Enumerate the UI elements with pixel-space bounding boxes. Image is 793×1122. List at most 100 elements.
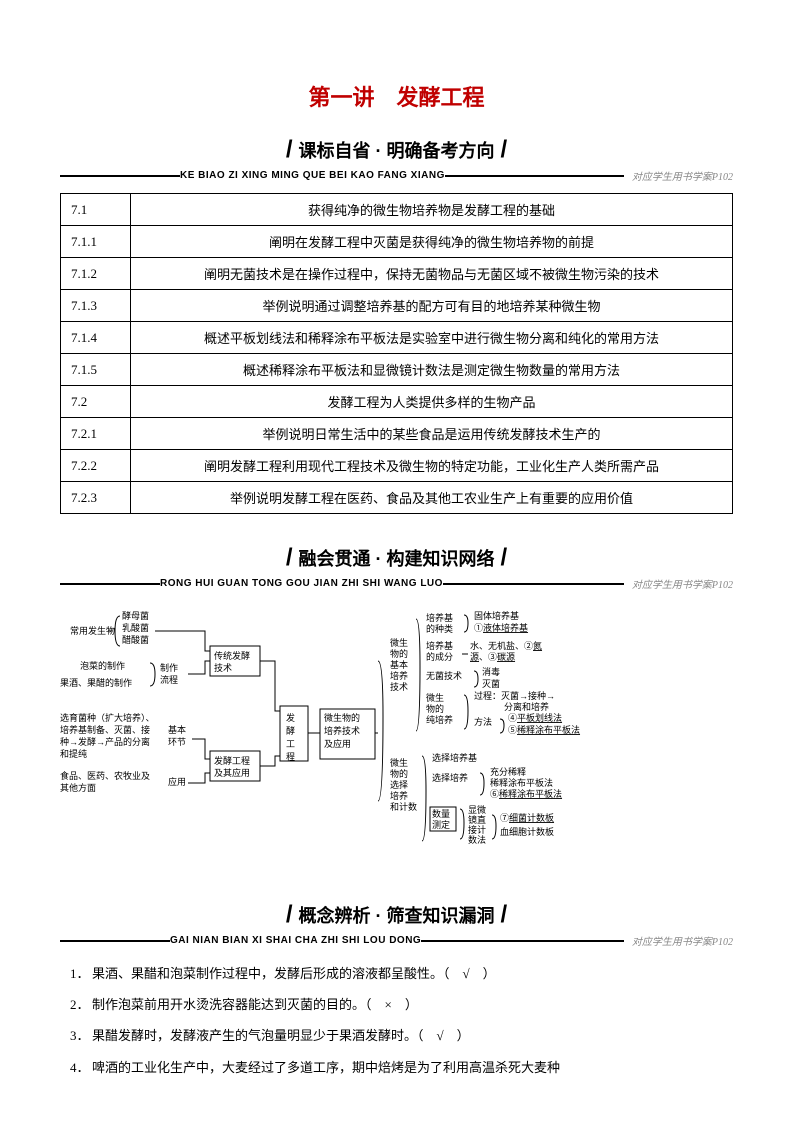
section-3-title: 概念辨析 · 筛查知识漏洞	[299, 902, 495, 928]
section-2-sub: RONG HUI GUAN TONG GOU JIAN ZHI SHI WANG…	[60, 576, 733, 591]
svg-text:⑤稀释涂布平板法: ⑤稀释涂布平板法	[508, 724, 580, 735]
svg-text:程: 程	[286, 752, 295, 762]
svg-text:及应用: 及应用	[324, 738, 351, 749]
section-3-sub: GAI NIAN BIAN XI SHAI CHA ZHI SHI LOU DO…	[60, 933, 733, 948]
svg-text:的种类: 的种类	[426, 623, 453, 634]
svg-text:微生: 微生	[390, 757, 408, 768]
svg-text:及其应用: 及其应用	[214, 767, 250, 778]
concept-item: 4．啤酒的工业化生产中，大麦经过了多道工序，期中焙烤是为了利用高温杀死大麦种	[70, 1052, 723, 1083]
row-code: 7.1.3	[61, 290, 131, 322]
svg-text:基本: 基本	[390, 659, 408, 670]
svg-text:纯培养: 纯培养	[426, 714, 453, 725]
svg-text:技术: 技术	[214, 662, 232, 673]
svg-text:培养基: 培养基	[426, 612, 453, 623]
svg-text:灭菌: 灭菌	[482, 678, 500, 689]
table-row: 7.1.2阐明无菌技术是在操作过程中，保持无菌物品与无菌区域不被微生物污染的技术	[61, 258, 733, 290]
row-desc: 阐明无菌技术是在操作过程中，保持无菌物品与无菌区域不被微生物污染的技术	[131, 258, 733, 290]
row-code: 7.2.2	[61, 450, 131, 482]
section-1-title: 课标自省 · 明确备考方向	[299, 137, 495, 163]
svg-text:发酵工程: 发酵工程	[214, 755, 250, 766]
row-code: 7.1	[61, 194, 131, 226]
row-code: 7.1.4	[61, 322, 131, 354]
section-2-title: 融会贯通 · 构建知识网络	[299, 545, 495, 571]
svg-text:微生物的: 微生物的	[324, 712, 360, 723]
svg-text:接计: 接计	[468, 824, 486, 835]
svg-text:⑥稀释涂布平板法: ⑥稀释涂布平板法	[490, 788, 562, 799]
svg-text:测定: 测定	[432, 819, 450, 830]
svg-text:和提纯: 和提纯	[60, 748, 87, 759]
svg-text:过程：灭菌→接种→: 过程：灭菌→接种→	[474, 690, 555, 701]
row-desc: 阐明在发酵工程中灭菌是获得纯净的微生物培养物的前提	[131, 226, 733, 258]
svg-text:环节: 环节	[168, 737, 186, 747]
svg-text:水、无机盐、②氮: 水、无机盐、②氮	[470, 640, 542, 651]
svg-text:培养基制备、灭菌、接: 培养基制备、灭菌、接	[60, 724, 150, 735]
svg-text:培养: 培养	[390, 790, 408, 801]
row-code: 7.1.5	[61, 354, 131, 386]
svg-text:选择: 选择	[390, 779, 408, 790]
svg-text:果酒、果醋的制作: 果酒、果醋的制作	[60, 677, 132, 688]
standards-table: 7.1获得纯净的微生物培养物是发酵工程的基础7.1.1阐明在发酵工程中灭菌是获得…	[60, 193, 733, 514]
svg-text:⑦细菌计数板: ⑦细菌计数板	[500, 812, 554, 823]
svg-text:基本: 基本	[168, 724, 186, 735]
svg-text:数量: 数量	[432, 808, 450, 819]
section-2-header: / 融会贯通 · 构建知识网络 /	[60, 544, 733, 572]
svg-text:的成分: 的成分	[426, 651, 453, 662]
table-row: 7.2发酵工程为人类提供多样的生物产品	[61, 386, 733, 418]
row-code: 7.2.1	[61, 418, 131, 450]
svg-text:发: 发	[286, 712, 295, 723]
svg-text:培养技术: 培养技术	[324, 725, 360, 736]
svg-text:物的: 物的	[390, 648, 408, 659]
svg-text:镜直: 镜直	[468, 814, 486, 825]
knowledge-network-diagram: text { font-size: 9px; font-family: "Sim…	[60, 601, 733, 871]
row-desc: 获得纯净的微生物培养物是发酵工程的基础	[131, 194, 733, 226]
row-code: 7.2	[61, 386, 131, 418]
svg-text:分离和培养: 分离和培养	[504, 701, 549, 712]
svg-text:充分稀释: 充分稀释	[490, 766, 526, 777]
table-row: 7.1.4概述平板划线法和稀释涂布平板法是实验室中进行微生物分离和纯化的常用方法	[61, 322, 733, 354]
row-code: 7.1.2	[61, 258, 131, 290]
svg-text:培养基: 培养基	[426, 640, 453, 651]
concept-list: 1．果酒、果醋和泡菜制作过程中，发酵后形成的溶液都呈酸性。（ √ ）2．制作泡菜…	[60, 958, 733, 1083]
table-row: 7.1.3举例说明通过调整培养基的配方可有目的地培养某种微生物	[61, 290, 733, 322]
svg-text:培养: 培养	[390, 670, 408, 681]
svg-text:传统发酵: 传统发酵	[214, 650, 250, 661]
concept-item: 3．果醋发酵时，发酵液产生的气泡量明显少于果酒发酵时。（ √ ）	[70, 1020, 723, 1051]
svg-text:流程: 流程	[160, 674, 178, 685]
svg-text:源、③碳源: 源、③碳源	[470, 651, 515, 662]
svg-text:酵母菌: 酵母菌	[122, 610, 149, 621]
svg-text:技术: 技术	[390, 681, 408, 692]
svg-text:选育菌种（扩大培养）、: 选育菌种（扩大培养）、	[60, 712, 155, 723]
concept-item: 1．果酒、果醋和泡菜制作过程中，发酵后形成的溶液都呈酸性。（ √ ）	[70, 958, 723, 989]
row-desc: 举例说明日常生活中的某些食品是运用传统发酵技术生产的	[131, 418, 733, 450]
svg-text:消毒: 消毒	[482, 666, 500, 677]
row-code: 7.1.1	[61, 226, 131, 258]
svg-text:选择培养: 选择培养	[432, 772, 468, 783]
table-row: 7.1.5概述稀释涂布平板法和显微镜计数法是测定微生物数量的常用方法	[61, 354, 733, 386]
svg-text:选择培养基: 选择培养基	[432, 752, 477, 763]
svg-text:食品、医药、农牧业及: 食品、医药、农牧业及	[60, 770, 150, 781]
svg-text:固体培养基: 固体培养基	[474, 610, 519, 621]
row-desc: 发酵工程为人类提供多样的生物产品	[131, 386, 733, 418]
row-desc: 举例说明通过调整培养基的配方可有目的地培养某种微生物	[131, 290, 733, 322]
row-desc: 概述稀释涂布平板法和显微镜计数法是测定微生物数量的常用方法	[131, 354, 733, 386]
svg-text:稀释涂布平板法: 稀释涂布平板法	[490, 777, 553, 788]
table-row: 7.1.1阐明在发酵工程中灭菌是获得纯净的微生物培养物的前提	[61, 226, 733, 258]
section-3-header: / 概念辨析 · 筛查知识漏洞 /	[60, 901, 733, 929]
concept-item: 2．制作泡菜前用开水烫洗容器能达到灭菌的目的。（ × ）	[70, 989, 723, 1020]
svg-text:制作: 制作	[160, 662, 178, 673]
table-row: 7.2.1举例说明日常生活中的某些食品是运用传统发酵技术生产的	[61, 418, 733, 450]
page-title: 第一讲 发酵工程	[60, 80, 733, 112]
svg-text:方法: 方法	[474, 716, 492, 727]
row-desc: 举例说明发酵工程在医药、食品及其他工农业生产上有重要的应用价值	[131, 482, 733, 514]
svg-text:微生: 微生	[390, 637, 408, 648]
svg-text:和计数: 和计数	[390, 801, 417, 812]
row-desc: 概述平板划线法和稀释涂布平板法是实验室中进行微生物分离和纯化的常用方法	[131, 322, 733, 354]
table-row: 7.1获得纯净的微生物培养物是发酵工程的基础	[61, 194, 733, 226]
table-row: 7.2.2阐明发酵工程利用现代工程技术及微生物的特定功能，工业化生产人类所需产品	[61, 450, 733, 482]
svg-text:无菌技术: 无菌技术	[426, 670, 462, 681]
svg-text:种→发酵→产品的分离: 种→发酵→产品的分离	[60, 736, 150, 747]
section-1-sub: KE BIAO ZI XING MING QUE BEI KAO FANG XI…	[60, 168, 733, 183]
svg-text:醋酸菌: 醋酸菌	[122, 634, 149, 645]
svg-text:其他方面: 其他方面	[60, 782, 96, 793]
table-row: 7.2.3举例说明发酵工程在医药、食品及其他工农业生产上有重要的应用价值	[61, 482, 733, 514]
